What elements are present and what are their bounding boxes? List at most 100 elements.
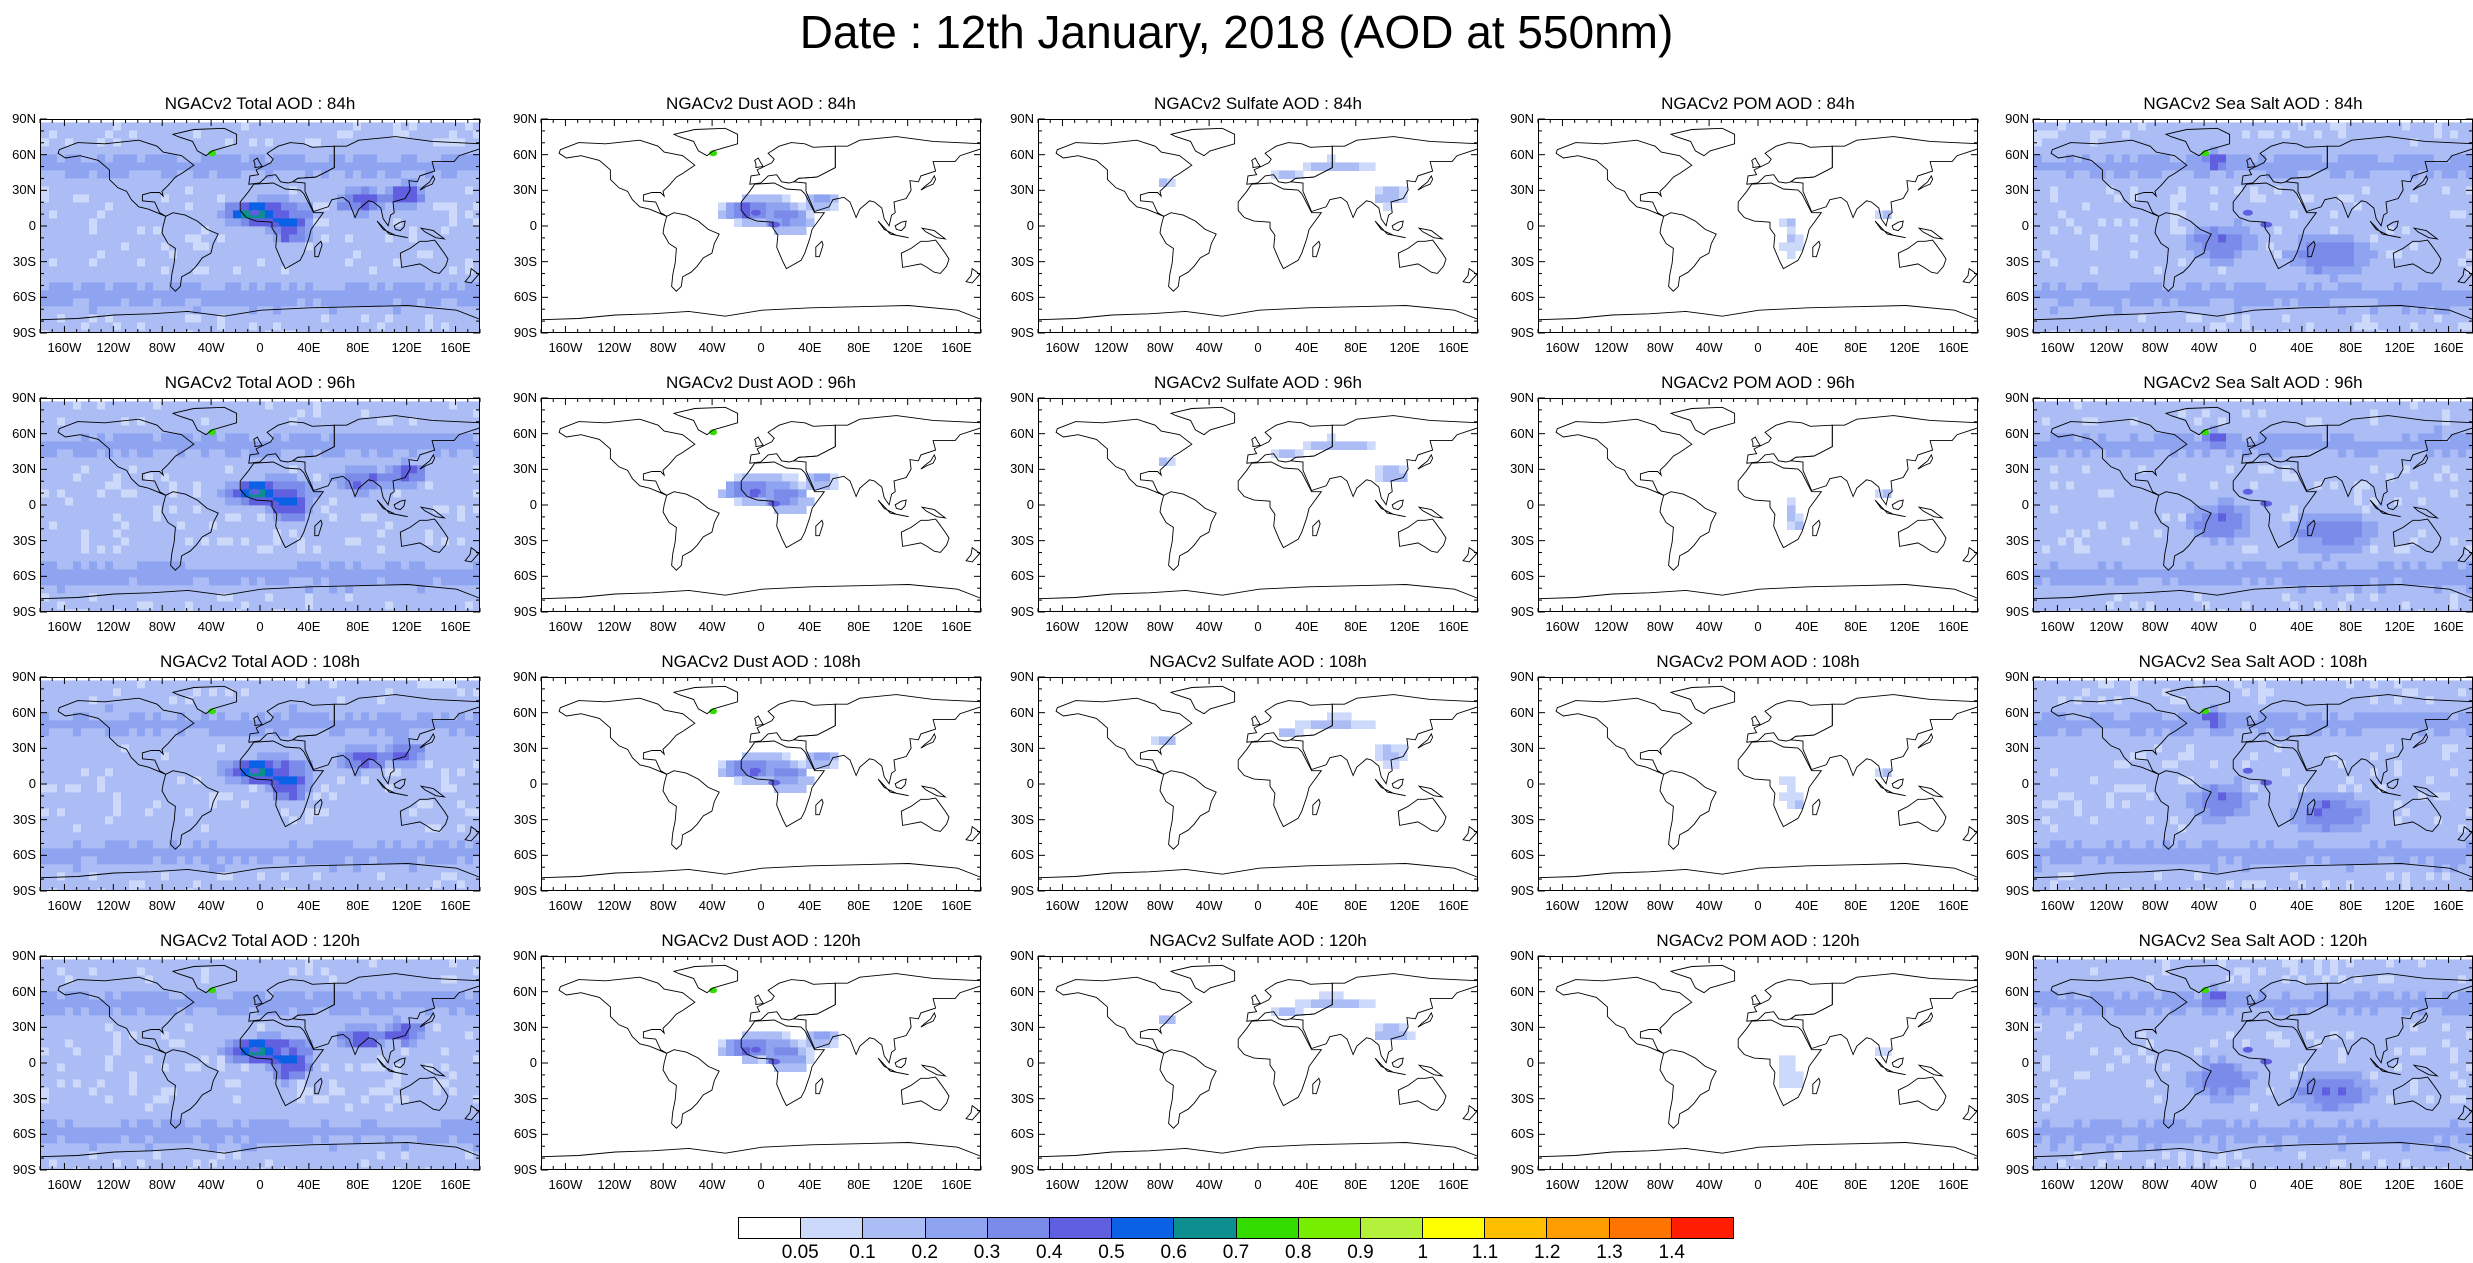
colorbar-swatch [1237,1218,1299,1238]
lat-tick-label: 90S [0,326,36,340]
lat-tick-label: 0 [497,777,537,791]
aod-field [709,429,839,514]
lon-tick-label: 160W [39,899,89,913]
world-map [542,678,981,891]
lon-tick-label: 80E [2326,341,2376,355]
coastline-samerica [1160,492,1216,571]
lon-tick-label: 80E [2326,1178,2376,1192]
coastline-namerica [1056,698,1192,774]
colorbar-swatch [1610,1218,1672,1238]
coastline-newguinea [922,1065,945,1076]
lat-tick-label: 90N [994,670,1034,684]
coastline-uk [755,158,764,168]
coastline-japan [1418,455,1433,469]
lon-tick-label: 120E [2375,1178,2425,1192]
lon-tick-label: 0 [2228,899,2278,913]
colorbar-label: 0.7 [1211,1243,1261,1263]
lat-tick-label: 60N [994,427,1034,441]
lon-tick-label: 120W [1086,620,1136,634]
lat-tick-label: 90S [994,605,1034,619]
coastlines [1039,128,1478,319]
lat-tick-label: 90N [0,112,36,126]
coastline-europe [1747,143,1833,185]
coastline-greenland [1171,965,1235,992]
coastline-madagascar [1813,799,1820,814]
lon-tick-label: 40W [1184,1178,1234,1192]
lat-tick-label: 30S [497,255,537,269]
lat-tick-label: 0 [1494,1056,1534,1070]
coastline-borneo [1392,500,1403,510]
panel-title: NGACv2 Total AOD : 96h [40,372,480,394]
lat-tick-label: 30N [994,183,1034,197]
lat-tick-label: 30N [994,1020,1034,1034]
coastline-greenland [1171,686,1235,713]
lat-tick-label: 30S [0,255,36,269]
lat-tick-label: 30S [1494,534,1534,548]
lon-tick-label: 160E [932,1178,982,1192]
lat-tick-label: 30S [1989,813,2029,827]
coastline-borneo [1392,779,1403,789]
lat-tick-label: 0 [497,498,537,512]
coastline-europe [750,143,836,185]
coastline-madagascar [1813,520,1820,535]
lat-tick-label: 30S [1989,1092,2029,1106]
lat-tick-label: 60S [1494,848,1534,862]
lon-tick-label: 80E [1331,341,1381,355]
coastline-uk [1752,995,1761,1005]
lon-tick-label: 120E [382,620,432,634]
coastline-japan [921,176,936,190]
lat-tick-label: 90S [0,1163,36,1177]
lat-tick-label: 0 [1989,219,2029,233]
lon-tick-label: 80E [834,1178,884,1192]
coastline-nz [1963,548,1977,562]
lat-tick-label: 30S [0,813,36,827]
lon-tick-label: 160E [431,341,481,355]
lat-tick-label: 30S [1494,813,1534,827]
lat-tick-label: 30N [497,1020,537,1034]
lon-tick-label: 160E [932,620,982,634]
lon-tick-label: 120W [589,899,639,913]
world-map [1039,957,1478,1170]
panel-title: NGACv2 Dust AOD : 96h [541,372,981,394]
coastline-indonesia [878,779,909,796]
lon-tick-label: 80E [333,341,383,355]
lon-tick-label: 40W [687,899,737,913]
world-map [41,957,480,1170]
lat-tick-label: 90S [1494,326,1534,340]
coastline-newguinea [1419,1065,1442,1076]
lon-tick-label: 160W [1037,1178,1087,1192]
lat-tick-label: 90S [0,884,36,898]
lat-tick-label: 30N [1494,183,1534,197]
world-map [1539,399,1978,612]
coastline-samerica [1160,771,1216,850]
lat-tick-label: 90S [1989,605,2029,619]
panel-title: NGACv2 Sea Salt AOD : 96h [2033,372,2473,394]
panel-title: NGACv2 Sulfate AOD : 108h [1038,651,1478,673]
lon-tick-label: 120W [1086,341,1136,355]
lat-tick-label: 30N [497,462,537,476]
world-map [2034,678,2473,891]
coastline-japan [1418,176,1433,190]
lat-tick-label: 30N [1494,462,1534,476]
lon-tick-label: 80E [834,341,884,355]
lon-tick-label: 40E [785,1178,835,1192]
lon-tick-label: 160W [1537,620,1587,634]
coastlines [1039,686,1478,877]
colorbar-swatch [801,1218,863,1238]
map-frame [541,956,981,1170]
lat-tick-label: 60S [994,569,1034,583]
coastline-indonesia [1875,1058,1906,1075]
colorbar-swatch [1174,1218,1236,1238]
coastline-uk [1752,158,1761,168]
lon-tick-label: 160W [2032,899,2082,913]
coastline-madagascar [816,799,823,814]
coastline-samerica [1660,492,1716,571]
panel-title: NGACv2 Sulfate AOD : 120h [1038,930,1478,952]
lon-tick-label: 80W [638,899,688,913]
colorbar-swatch [1112,1218,1174,1238]
lon-tick-label: 0 [1733,620,1783,634]
coastline-namerica [1056,419,1192,495]
coastline-greenland [1671,686,1735,713]
aod-field [2034,122,2473,333]
